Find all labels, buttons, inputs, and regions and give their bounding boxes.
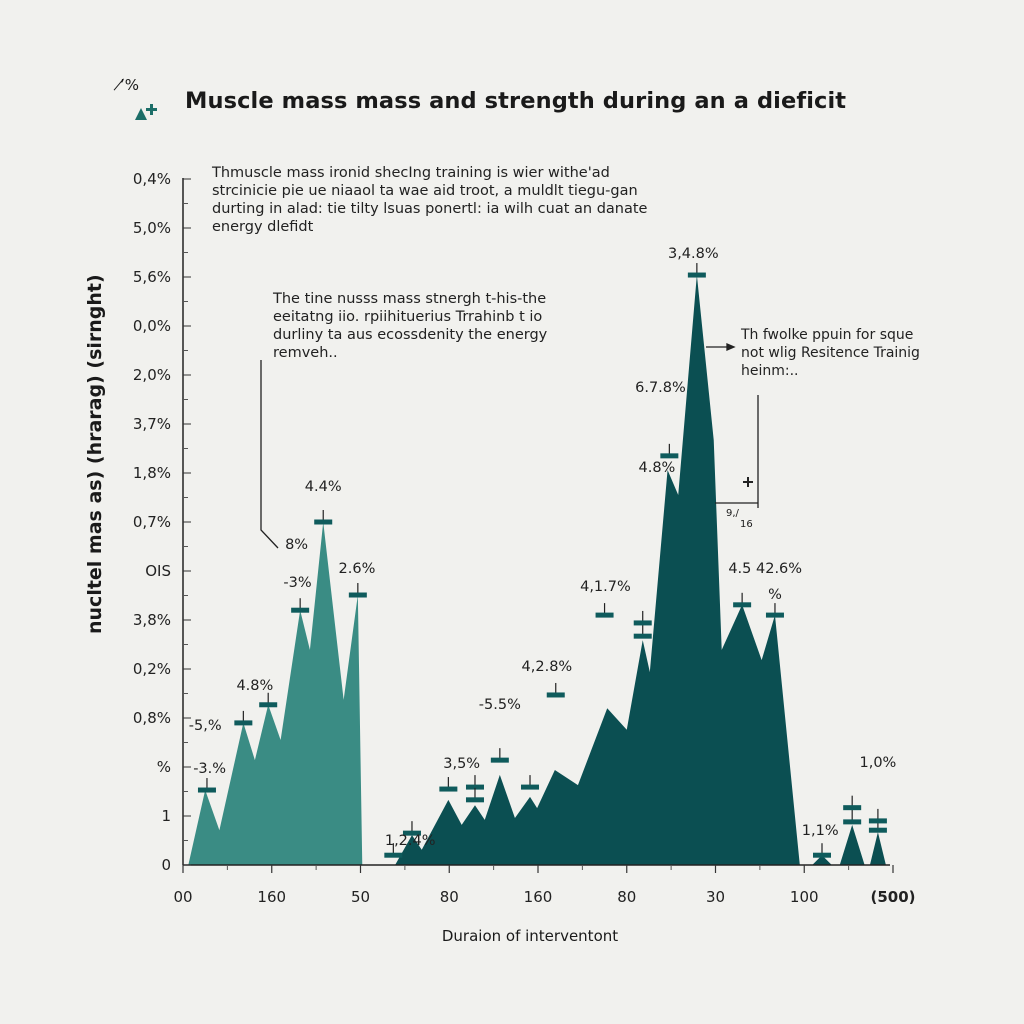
data-label: 2.6%: [339, 561, 376, 577]
data-marker: [197, 787, 216, 793]
y-tick-label: 0,8%: [133, 709, 171, 727]
y-tick-label: 0,0%: [133, 317, 171, 335]
annotation-line: durliny ta aus ecossdenity the energy: [273, 327, 548, 343]
y-tick-label: 0: [161, 856, 171, 874]
data-marker: [291, 607, 310, 613]
y-tick-label: 0,4%: [133, 170, 171, 188]
data-label: %: [768, 587, 782, 603]
data-marker: [687, 272, 706, 278]
y-axis-label: nucltel mas as) (hrarag) (sirnght): [84, 274, 106, 634]
data-marker: [348, 592, 367, 598]
data-label: -5,%: [189, 718, 222, 734]
y-tick-label: %: [157, 758, 171, 776]
data-label: 8%: [285, 537, 308, 553]
data-label: 1,2.4%: [385, 833, 436, 849]
data-label: 4.5 42.6%: [728, 561, 802, 577]
annotation-line: strcinicie pie ue niaaol ta wae aid troo…: [212, 183, 638, 199]
top-annotation: Thmuscle mass ironid shecIng training is…: [212, 164, 647, 236]
x-tick-label: 30: [706, 888, 725, 906]
data-label: 4,1.7%: [580, 579, 631, 595]
x-tick-label: 50: [351, 888, 370, 906]
data-label: 4.8%: [639, 460, 676, 476]
data-marker: [384, 852, 403, 858]
arrow-head-icon: [726, 343, 736, 351]
x-tick-label: 160: [257, 888, 286, 906]
data-marker: [259, 702, 278, 708]
data-marker: [546, 692, 565, 698]
data-label: 3,5%: [443, 756, 480, 772]
x-axis-label: Duraion of interventont: [441, 927, 619, 945]
corner-percent-text: ’̸%: [120, 76, 140, 94]
right-annotation: Th fwolke ppuin for sque not wlig Resite…: [741, 326, 920, 380]
annotation-line: eeitatng iio. rpiihituerius Trrahinb t i…: [273, 309, 543, 325]
series-area-1: [188, 522, 363, 865]
annotation-line: durting in alad: tie tilty lsuas ponertl…: [212, 201, 648, 217]
annotation-line: heinm:..: [741, 363, 799, 379]
data-label: 1,1%: [802, 823, 839, 839]
data-marker: [868, 827, 887, 833]
series-area-2: [395, 275, 886, 865]
data-marker: [633, 620, 652, 626]
data-label: 3,4.8%: [668, 246, 719, 262]
data-label: -3.%: [193, 761, 226, 777]
data-marker: [813, 852, 831, 858]
x-tick-label: 160: [524, 888, 553, 906]
data-marker: [733, 602, 752, 608]
data-marker: [633, 633, 652, 639]
annotation-line: not wlig Resitence Trainig: [741, 345, 920, 361]
annotation-line: Thmuscle mass ironid shecIng training is…: [212, 165, 610, 181]
plus-icon: [743, 477, 753, 487]
data-marker: [765, 612, 784, 618]
x-tick-label: 80: [440, 888, 459, 906]
data-marker: [595, 612, 614, 618]
y-tick-label: 3,8%: [133, 611, 171, 629]
data-marker: [843, 819, 862, 825]
chart-title: Muscle mass mass and strength during an …: [185, 88, 847, 114]
data-marker: [234, 720, 253, 726]
data-label: 4.4%: [305, 479, 342, 495]
y-tick-label: 3,7%: [133, 415, 171, 433]
y-tick-label: 1,8%: [133, 464, 171, 482]
data-marker: [465, 784, 484, 790]
data-label: 6.7.8%: [635, 380, 686, 396]
data-label: -3%: [283, 575, 311, 591]
data-marker: [521, 784, 540, 790]
y-tick-label: 0,7%: [133, 513, 171, 531]
data-label: 1,0%: [859, 755, 896, 771]
data-label: 4.8%: [236, 678, 273, 694]
small-mark: 9,/ 16: [726, 508, 753, 530]
y-tick-label: 5,6%: [133, 268, 171, 286]
triangle-plus-icon: [133, 100, 163, 122]
annotation-line: The tine nusss mass stnergh t-his-the: [273, 291, 547, 307]
y-tick-label: 0,2%: [133, 660, 171, 678]
y-tick-label: 2,0%: [133, 366, 171, 384]
x-tick-label: 100: [790, 888, 819, 906]
data-label: -5.5%: [479, 697, 521, 713]
data-marker: [465, 797, 484, 803]
x-tick-label: 00: [173, 888, 192, 906]
small-mark-line: 9,/: [726, 508, 739, 519]
data-marker: [660, 453, 679, 459]
x-tick-label: 80: [617, 888, 636, 906]
data-marker: [490, 757, 509, 763]
data-marker: [439, 786, 458, 792]
annotation-line: Th fwolke ppuin for sque: [741, 327, 914, 343]
data-marker: [402, 830, 421, 836]
y-tick-label: OIS: [145, 562, 171, 580]
y-tick-label: 1: [161, 807, 171, 825]
data-label: 4,2.8%: [522, 659, 573, 675]
x-tick-label: (500): [870, 888, 915, 906]
data-marker: [868, 818, 887, 824]
leader-line: [260, 360, 279, 549]
data-marker: [843, 805, 862, 811]
annotation-line: remveh..: [273, 345, 338, 361]
data-marker: [314, 519, 333, 525]
mid-annotation: The tine nusss mass stnergh t-his-the ee…: [273, 290, 547, 362]
annotation-line: energy dlefidt: [212, 219, 314, 235]
small-mark-line: 16: [740, 519, 753, 530]
y-tick-label: 5,0%: [133, 219, 171, 237]
